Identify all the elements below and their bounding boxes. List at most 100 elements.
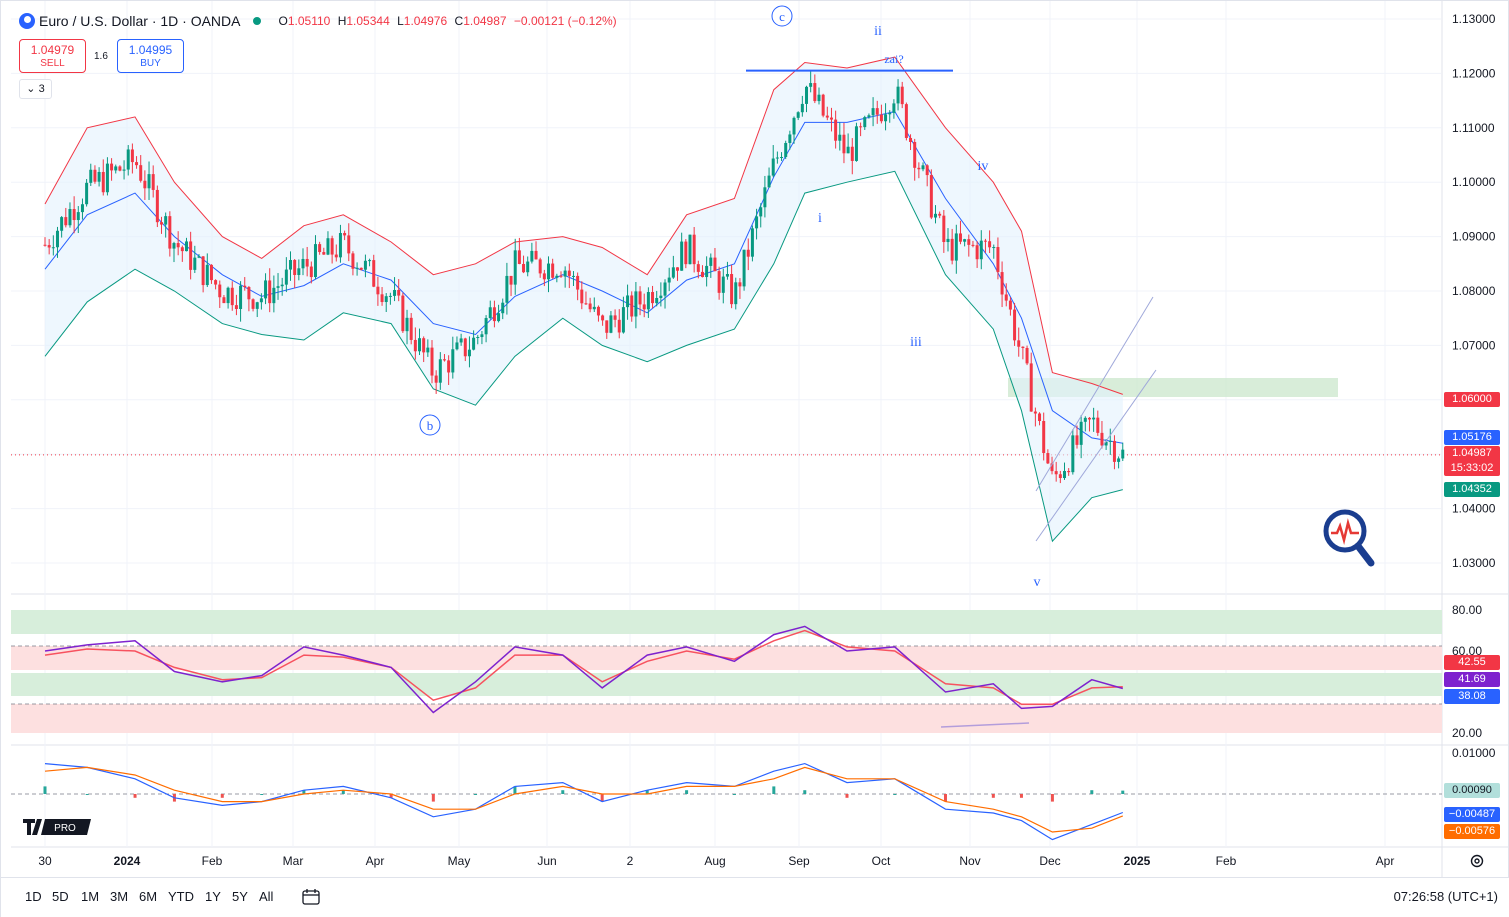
tf-3m-button[interactable]: 3M — [110, 889, 129, 904]
tf-ytd-button[interactable]: YTD — [168, 889, 194, 904]
candle-body — [825, 115, 829, 118]
settings-gear-icon[interactable] — [1469, 853, 1485, 869]
wave-label-v: v — [1034, 575, 1041, 590]
tf-6m-button[interactable]: 6M — [139, 889, 158, 904]
wave-label-zai: zai? — [884, 52, 903, 66]
candle-body — [1013, 309, 1017, 341]
candle-body — [388, 295, 392, 297]
buy-label: BUY — [140, 58, 161, 69]
candle-body — [222, 297, 226, 304]
candle-body — [571, 275, 575, 277]
candle-body — [251, 299, 255, 309]
candle-body — [380, 294, 384, 303]
candle-body — [763, 187, 767, 208]
candle-body — [330, 238, 334, 255]
candle-body — [588, 303, 592, 310]
tradingview-logo[interactable]: PRO — [23, 819, 93, 835]
candle-body — [272, 287, 276, 304]
date-range-calendar-icon[interactable] — [301, 888, 321, 906]
candle-body — [492, 307, 496, 322]
candle-body — [892, 103, 896, 113]
candle-body — [526, 261, 530, 273]
channel-upper-line — [1035, 296, 1154, 492]
candle-body — [921, 165, 925, 170]
candle-body — [1050, 463, 1054, 472]
candle-body — [1087, 417, 1091, 420]
candle-body — [422, 338, 426, 353]
symbol-title[interactable]: Euro / U.S. Dollar · 1D · OANDA — [39, 13, 241, 29]
alert-price-tag: 1.06000 — [1444, 392, 1500, 407]
candle-body — [180, 247, 184, 252]
candle-body — [834, 119, 838, 141]
rsi-tick-label: 80.00 — [1452, 603, 1482, 617]
candle-body — [750, 228, 754, 257]
candle-body — [788, 134, 792, 143]
macd-tag: −0.00487 — [1444, 807, 1500, 822]
candle-body — [247, 287, 251, 300]
candle-body — [280, 284, 284, 287]
macd-histogram-bar — [302, 790, 306, 794]
change-value: −0.00121 (−0.12%) — [513, 14, 617, 28]
candle-body — [418, 338, 422, 352]
tf-5y-button[interactable]: 5Y — [232, 889, 248, 904]
macd-line — [44, 762, 1124, 841]
candle-body — [214, 280, 218, 285]
candle-body — [97, 171, 101, 182]
candle-body — [580, 289, 584, 304]
candle-body — [771, 158, 775, 176]
tf-all-button[interactable]: All — [259, 889, 274, 904]
macd-histogram-bar — [474, 794, 478, 795]
tf-1d-button[interactable]: 1D — [25, 889, 42, 904]
candle-body — [971, 244, 975, 246]
wave-label-ii: ii — [874, 24, 882, 39]
candle-body — [709, 257, 713, 266]
timezone-clock[interactable]: 07:26:58 (UTC+1) — [1393, 889, 1498, 904]
candle-body — [821, 94, 825, 116]
candle-body — [459, 338, 463, 343]
candle-body — [626, 295, 630, 308]
candle-body — [1058, 474, 1062, 479]
candle-body — [184, 241, 188, 252]
candle-body — [688, 234, 692, 265]
candle-body — [405, 317, 409, 332]
buy-button[interactable]: 1.04995 BUY — [117, 39, 184, 73]
candle-body — [368, 260, 372, 262]
candle-body — [430, 347, 434, 376]
candle-body — [193, 257, 197, 270]
candle-body — [64, 217, 68, 226]
candle-body — [884, 114, 888, 122]
candle-body — [497, 313, 501, 322]
macd-histogram-bar — [991, 794, 995, 798]
candle-body — [101, 171, 105, 193]
macd-histogram-bar — [513, 786, 517, 794]
candle-body — [792, 117, 796, 135]
candle-body — [259, 298, 263, 303]
candle-body — [355, 267, 359, 269]
tf-1y-button[interactable]: 1Y — [205, 889, 221, 904]
candle-body — [996, 247, 1000, 273]
candle-body — [347, 235, 351, 254]
candle-body — [89, 169, 93, 183]
tf-1m-button[interactable]: 1M — [81, 889, 100, 904]
candle-body — [638, 291, 642, 305]
candle-body — [205, 264, 209, 286]
candle-body — [351, 253, 355, 269]
candle-body — [189, 241, 193, 270]
candle-body — [1083, 417, 1087, 422]
candle-body — [979, 240, 983, 260]
candle-body — [676, 267, 680, 271]
band-fill — [45, 57, 1123, 542]
candle-body — [663, 282, 667, 296]
macd-signal-line — [44, 766, 1124, 833]
indicators-toggle-button[interactable]: ⌄ 3 — [19, 79, 52, 99]
sell-button[interactable]: 1.04979 SELL — [19, 39, 86, 73]
candle-body — [1017, 340, 1021, 347]
tf-5d-button[interactable]: 5D — [52, 889, 69, 904]
magnifier-pulse-icon[interactable] — [1321, 509, 1377, 571]
candle-body — [534, 250, 538, 260]
candle-body — [692, 234, 696, 265]
chart-canvas[interactable]: 1.13000 1.12000 1.11000 1.10000 1.09000 1.080… — [1, 1, 1509, 877]
macd-tick-label: 0.01000 — [1452, 746, 1496, 760]
candle-body — [605, 320, 609, 333]
candle-body — [60, 217, 64, 231]
